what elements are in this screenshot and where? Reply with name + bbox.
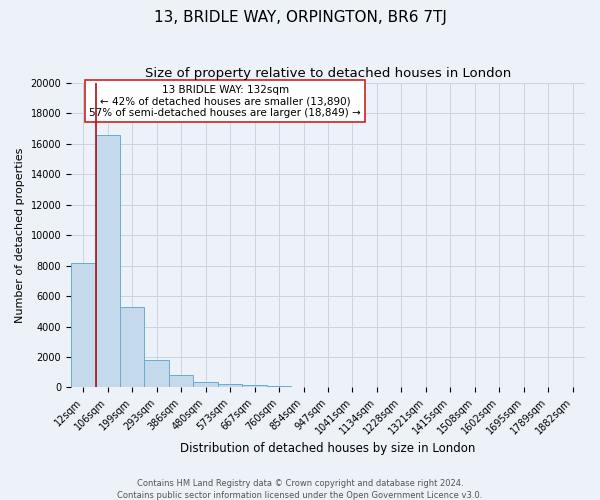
Bar	[145, 360, 169, 388]
Text: 13, BRIDLE WAY, ORPINGTON, BR6 7TJ: 13, BRIDLE WAY, ORPINGTON, BR6 7TJ	[154, 10, 446, 25]
Bar	[169, 376, 193, 388]
Text: Contains HM Land Registry data © Crown copyright and database right 2024.
Contai: Contains HM Land Registry data © Crown c…	[118, 478, 482, 500]
Bar	[95, 135, 120, 388]
Bar	[71, 262, 95, 388]
Bar	[218, 384, 242, 388]
Bar	[267, 386, 292, 388]
Bar	[242, 385, 267, 388]
Text: 13 BRIDLE WAY: 132sqm
← 42% of detached houses are smaller (13,890)
57% of semi-: 13 BRIDLE WAY: 132sqm ← 42% of detached …	[89, 84, 361, 118]
Y-axis label: Number of detached properties: Number of detached properties	[15, 148, 25, 323]
Bar	[120, 307, 145, 388]
X-axis label: Distribution of detached houses by size in London: Distribution of detached houses by size …	[181, 442, 476, 455]
Title: Size of property relative to detached houses in London: Size of property relative to detached ho…	[145, 68, 511, 80]
Bar	[193, 382, 218, 388]
